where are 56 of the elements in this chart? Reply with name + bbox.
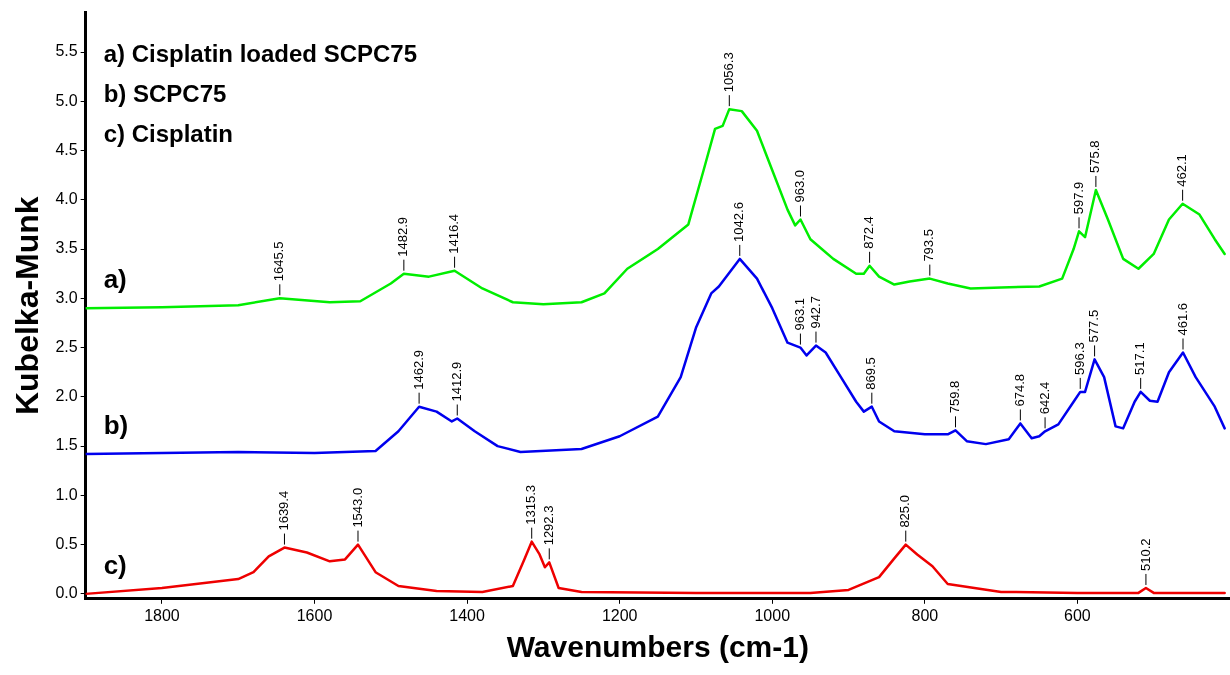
y-axis-title: Kubelka-Munk: [9, 196, 46, 416]
annotation: 825.0: [897, 495, 913, 528]
y-tick-label: 5.0: [55, 91, 78, 109]
annotation: 872.4: [861, 216, 877, 249]
y-tick-label: 2.0: [55, 387, 78, 405]
annotation: 1412.9: [448, 361, 464, 402]
y-tick-label: 5.5: [55, 42, 78, 60]
annotation: 461.6: [1174, 302, 1190, 336]
annotation: 510.2: [1137, 538, 1153, 571]
annotation: 963.1: [791, 298, 807, 331]
x-tick-label: 1800: [144, 606, 180, 624]
annotation: c) Cisplatin: [103, 120, 233, 148]
annotation: 642.4: [1036, 381, 1052, 415]
annotation: 1042.6: [731, 202, 747, 242]
series-label: a): [103, 264, 127, 295]
series-label: c): [103, 550, 127, 581]
y-tick-label: 1.0: [55, 485, 78, 503]
annotation: 577.5: [1086, 309, 1102, 343]
annotation: 596.3: [1071, 342, 1087, 375]
x-tick-label: 600: [1064, 606, 1091, 624]
annotation: 597.9: [1070, 181, 1086, 215]
annotation: 869.5: [863, 357, 879, 390]
annotation: 517.1: [1132, 342, 1148, 375]
y-tick-label: 3.0: [55, 288, 78, 306]
annotation: 1543.0: [349, 487, 365, 528]
y-tick-label: 3.5: [55, 239, 78, 257]
y-tick-label: 2.5: [55, 337, 78, 355]
annotation: b) SCPC75: [103, 80, 227, 108]
x-tick-label: 1600: [296, 606, 333, 624]
x-tick-label: 1200: [601, 606, 638, 624]
x-tick-label: 1400: [449, 606, 485, 624]
annotation: 1416.4: [446, 213, 462, 254]
series-label: b): [103, 410, 129, 441]
annotation: 759.8: [947, 380, 963, 414]
annotation: 1639.4: [276, 490, 292, 531]
y-tick-label: 4.5: [55, 140, 78, 158]
annotation: 1292.3: [540, 505, 556, 546]
y-tick-label: 0.0: [55, 584, 78, 602]
x-axis-title: Wavenumbers (cm-1): [506, 630, 809, 664]
annotation: 1462.9: [410, 349, 426, 390]
x-tick-label: 1000: [754, 606, 791, 624]
annotation: 1482.9: [395, 216, 411, 257]
annotation: a) Cisplatin loaded SCPC75: [103, 40, 418, 68]
annotation: 462.1: [1174, 154, 1190, 187]
annotation: 1645.5: [271, 241, 287, 282]
x-tick-label: 800: [911, 606, 939, 624]
annotation: 674.8: [1011, 373, 1027, 407]
y-tick-label: 4.0: [55, 190, 78, 208]
annotation: 575.8: [1087, 140, 1103, 173]
annotation: 1315.3: [523, 484, 539, 525]
y-tick-label: 0.5: [55, 535, 78, 553]
annotation: 793.5: [921, 229, 937, 262]
annotation: 942.7: [807, 296, 823, 329]
y-tick-label: 1.5: [55, 436, 78, 454]
annotation: 1056.3: [720, 52, 736, 93]
annotation: 963.0: [792, 169, 808, 203]
